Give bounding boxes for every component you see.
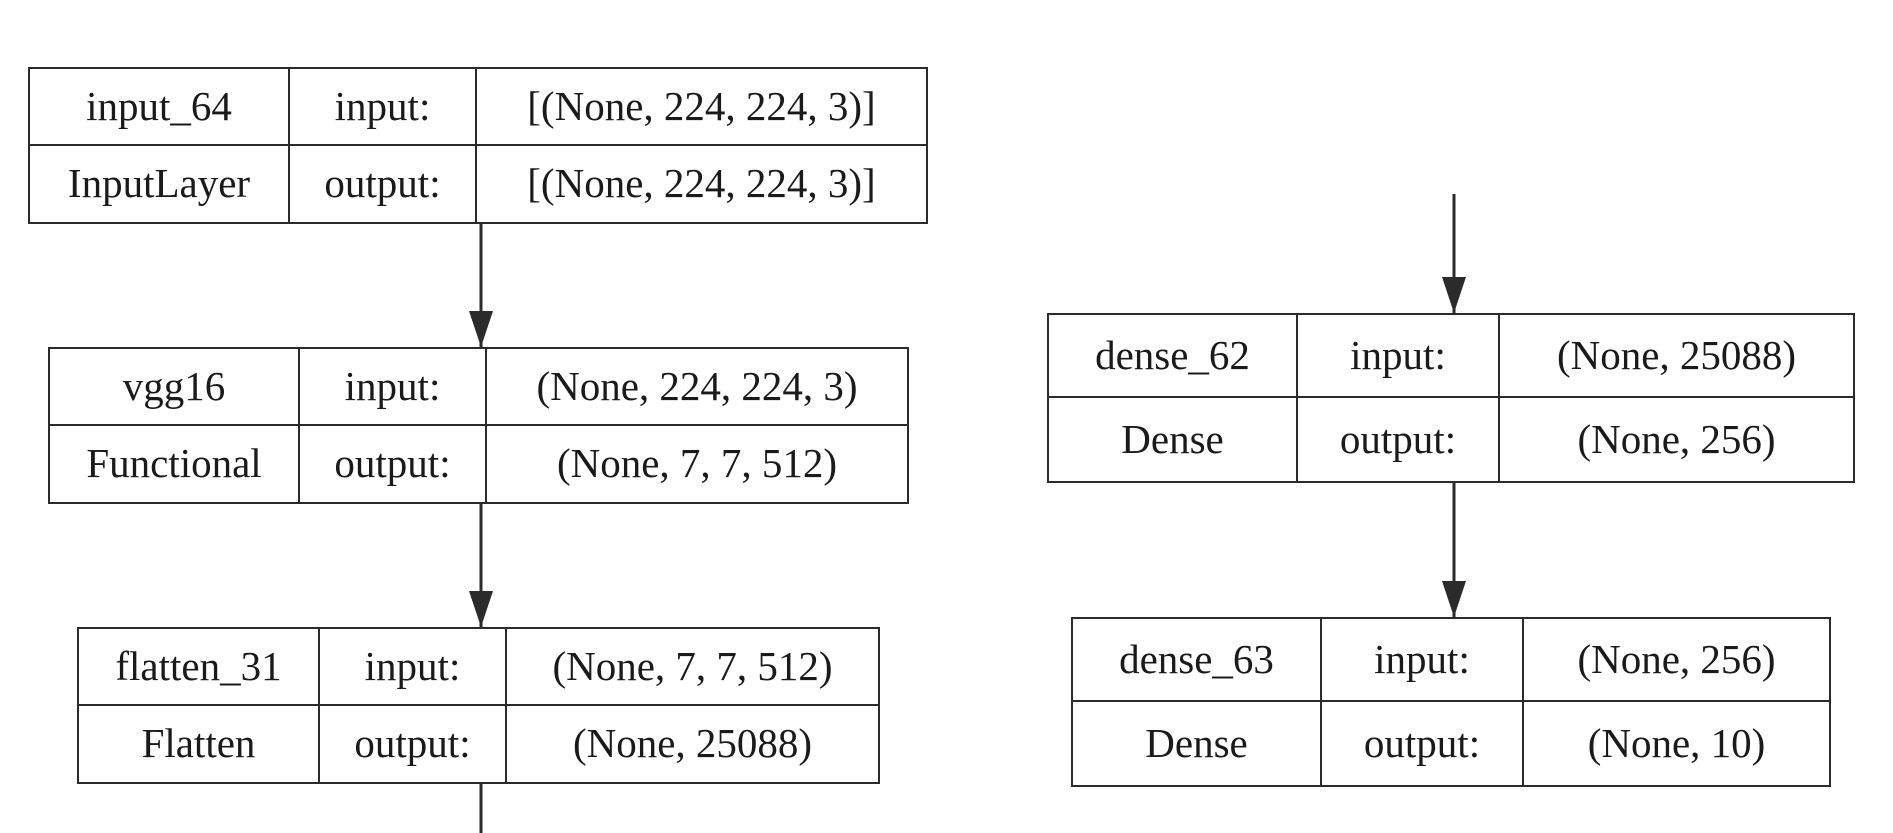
input-label: input: bbox=[300, 349, 487, 426]
output-label: output: bbox=[320, 705, 507, 782]
layer-name: dense_63 bbox=[1073, 619, 1322, 702]
arrowhead-vgg16 bbox=[469, 311, 493, 347]
arrowhead-dense_62 bbox=[1442, 277, 1466, 313]
layer-name: flatten_31 bbox=[79, 629, 320, 706]
output-shape: [(None, 224, 224, 3)] bbox=[527, 160, 876, 207]
layer-node-dense_62: dense_62 input: (None, 25088) Dense outp… bbox=[1047, 313, 1855, 483]
input-shape: (None, 224, 224, 3) bbox=[487, 349, 907, 426]
input-shape: [(None, 224, 224, 3)] bbox=[477, 69, 926, 146]
arrowhead-dense_63 bbox=[1442, 581, 1466, 617]
layer-name: vgg16 bbox=[50, 349, 300, 426]
input-label: input: bbox=[320, 629, 507, 706]
layer-type: Functional bbox=[50, 425, 300, 502]
output-shape: (None, 25088) bbox=[572, 720, 813, 767]
layer-node-flatten_31: flatten_31 input: (None, 7, 7, 512) Flat… bbox=[77, 627, 880, 784]
output-label: output: bbox=[1322, 702, 1524, 785]
input-shape: (None, 7, 7, 512) bbox=[507, 629, 878, 706]
input-shape: (None, 25088) bbox=[1500, 315, 1853, 398]
output-shape: (None, 10) bbox=[1587, 720, 1766, 766]
output-shape: (None, 256) bbox=[1577, 416, 1776, 462]
input-shape: (None, 256) bbox=[1524, 619, 1829, 702]
arrowhead-flatten_31 bbox=[469, 591, 493, 627]
input-label: input: bbox=[1298, 315, 1500, 398]
layer-node-input_64: input_64 input: [(None, 224, 224, 3)] In… bbox=[28, 67, 928, 224]
input-label: input: bbox=[290, 69, 477, 146]
layer-name: dense_62 bbox=[1049, 315, 1298, 398]
layer-type: InputLayer bbox=[30, 145, 290, 222]
layer-name: input_64 bbox=[30, 69, 290, 146]
output-shape: (None, 7, 7, 512) bbox=[556, 440, 838, 487]
layer-node-vgg16: vgg16 input: (None, 224, 224, 3) Functio… bbox=[48, 347, 909, 504]
layer-type: Flatten bbox=[79, 705, 320, 782]
layer-type: Dense bbox=[1049, 398, 1298, 481]
output-label: output: bbox=[290, 145, 477, 222]
output-label: output: bbox=[300, 425, 487, 502]
input-label: input: bbox=[1322, 619, 1524, 702]
output-label: output: bbox=[1298, 398, 1500, 481]
layer-node-dense_63: dense_63 input: (None, 256) Dense output… bbox=[1071, 617, 1831, 787]
layer-type: Dense bbox=[1073, 702, 1322, 785]
